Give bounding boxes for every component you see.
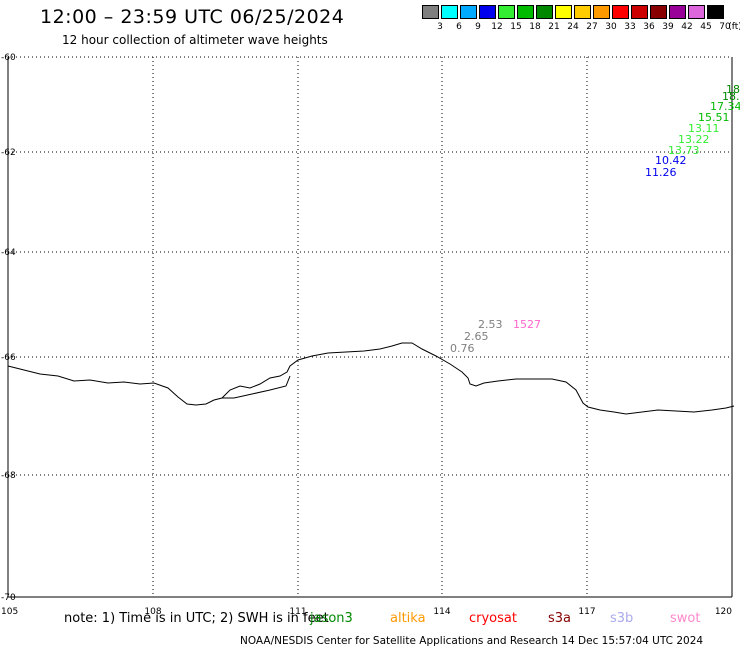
legend-level-label: 15 bbox=[510, 22, 522, 32]
longitude-tick-label: 111 bbox=[289, 607, 306, 617]
legend-swatch bbox=[612, 5, 629, 19]
latitude-tick-label: -70 bbox=[1, 593, 16, 603]
wave-height-value: 1527 bbox=[513, 318, 541, 331]
wave-height-value: 13.11 bbox=[688, 122, 720, 135]
wave-height-value: 2.53 bbox=[478, 318, 503, 331]
legend-level-label: 27 bbox=[586, 22, 598, 32]
legend-swatch bbox=[441, 5, 458, 19]
longitude-tick-label: 120 bbox=[715, 607, 732, 617]
satellite-altika: altika bbox=[390, 611, 426, 626]
legend-swatch bbox=[555, 5, 572, 19]
legend-swatch bbox=[669, 5, 686, 19]
map-title: 12:00 – 23:59 UTC 06/25/2024 bbox=[40, 6, 345, 28]
wave-height-value: 17.34 bbox=[710, 100, 740, 113]
longitude-tick-label: 108 bbox=[144, 607, 161, 617]
legend-level-label: 30 bbox=[605, 22, 617, 32]
legend-level-label: 45 bbox=[700, 22, 712, 32]
legend-swatch bbox=[631, 5, 648, 19]
wave-height-value: 11.26 bbox=[645, 166, 677, 179]
wave-height-value: 13.22 bbox=[678, 133, 710, 146]
coastline-inlet bbox=[222, 375, 291, 399]
legend-level-label: 6 bbox=[456, 22, 462, 32]
legend-swatch bbox=[593, 5, 610, 19]
legend-level-label: 39 bbox=[662, 22, 674, 32]
legend-unit: (ft) bbox=[728, 22, 740, 32]
legend-swatch bbox=[460, 5, 477, 19]
satellite-jason3: jason3 bbox=[310, 611, 353, 626]
units-note: note: 1) Time is in UTC; 2) SWH is in fe… bbox=[64, 611, 329, 626]
latitude-tick-label: -64 bbox=[1, 248, 16, 258]
legend-level-label: 3 bbox=[437, 22, 443, 32]
wave-height-value: 2.65 bbox=[464, 330, 489, 343]
legend-level-label: 9 bbox=[475, 22, 481, 32]
satellite-swot: swot bbox=[670, 611, 701, 626]
legend-level-label: 36 bbox=[643, 22, 655, 32]
legend-swatch bbox=[422, 5, 439, 19]
latitude-tick-label: -66 bbox=[1, 353, 16, 363]
legend-level-label: 18 bbox=[529, 22, 541, 32]
satellite-cryosat: cryosat bbox=[469, 611, 517, 626]
legend-level-label: 42 bbox=[681, 22, 693, 32]
wave-height-value: 15.51 bbox=[698, 111, 730, 124]
wave-height-value: 18 bbox=[726, 83, 740, 96]
legend-swatch bbox=[498, 5, 515, 19]
legend-swatch bbox=[688, 5, 705, 19]
satellite-s3b: s3b bbox=[610, 611, 634, 626]
axis-tick-labels: 105 108 111 114 117 120 -60 -62 -64 -66 -68 -70 bbox=[1, 53, 732, 617]
antarctic-coastline bbox=[7, 342, 735, 415]
legend-swatch bbox=[517, 5, 534, 19]
legend-swatch bbox=[574, 5, 591, 19]
satellite-s3a: s3a bbox=[548, 611, 572, 626]
wave-observations: 1818.617.3415.5113.1113.2213.7310.4211.2… bbox=[450, 83, 740, 355]
map-subtitle: 12 hour collection of altimeter wave hei… bbox=[62, 33, 328, 47]
legend-level-label: 70 bbox=[719, 22, 731, 32]
legend-level-label: 24 bbox=[567, 22, 579, 32]
wave-height-value: 10.42 bbox=[655, 154, 687, 167]
latitude-tick-label: -60 bbox=[1, 53, 16, 63]
legend-level-label: 12 bbox=[491, 22, 503, 32]
legend-swatch bbox=[536, 5, 553, 19]
legend-swatch bbox=[650, 5, 667, 19]
legend-level-label: 33 bbox=[624, 22, 636, 32]
longitude-tick-label: 114 bbox=[433, 607, 450, 617]
legend-level-label: 21 bbox=[548, 22, 560, 32]
lat-lon-grid bbox=[7, 56, 733, 598]
latitude-tick-label: -68 bbox=[1, 471, 16, 481]
latitude-tick-label: -62 bbox=[1, 148, 16, 158]
longitude-tick-label: 105 bbox=[1, 607, 18, 617]
wave-height-value: 13.73 bbox=[668, 144, 700, 157]
longitude-tick-label: 117 bbox=[578, 607, 595, 617]
wave-height-value: 0.76 bbox=[450, 342, 475, 355]
legend-swatch bbox=[707, 5, 724, 19]
legend-swatch bbox=[479, 5, 496, 19]
wave-height-value: 18.6 bbox=[722, 90, 740, 103]
credit-footer: NOAA/NESDIS Center for Satellite Applica… bbox=[240, 635, 704, 647]
